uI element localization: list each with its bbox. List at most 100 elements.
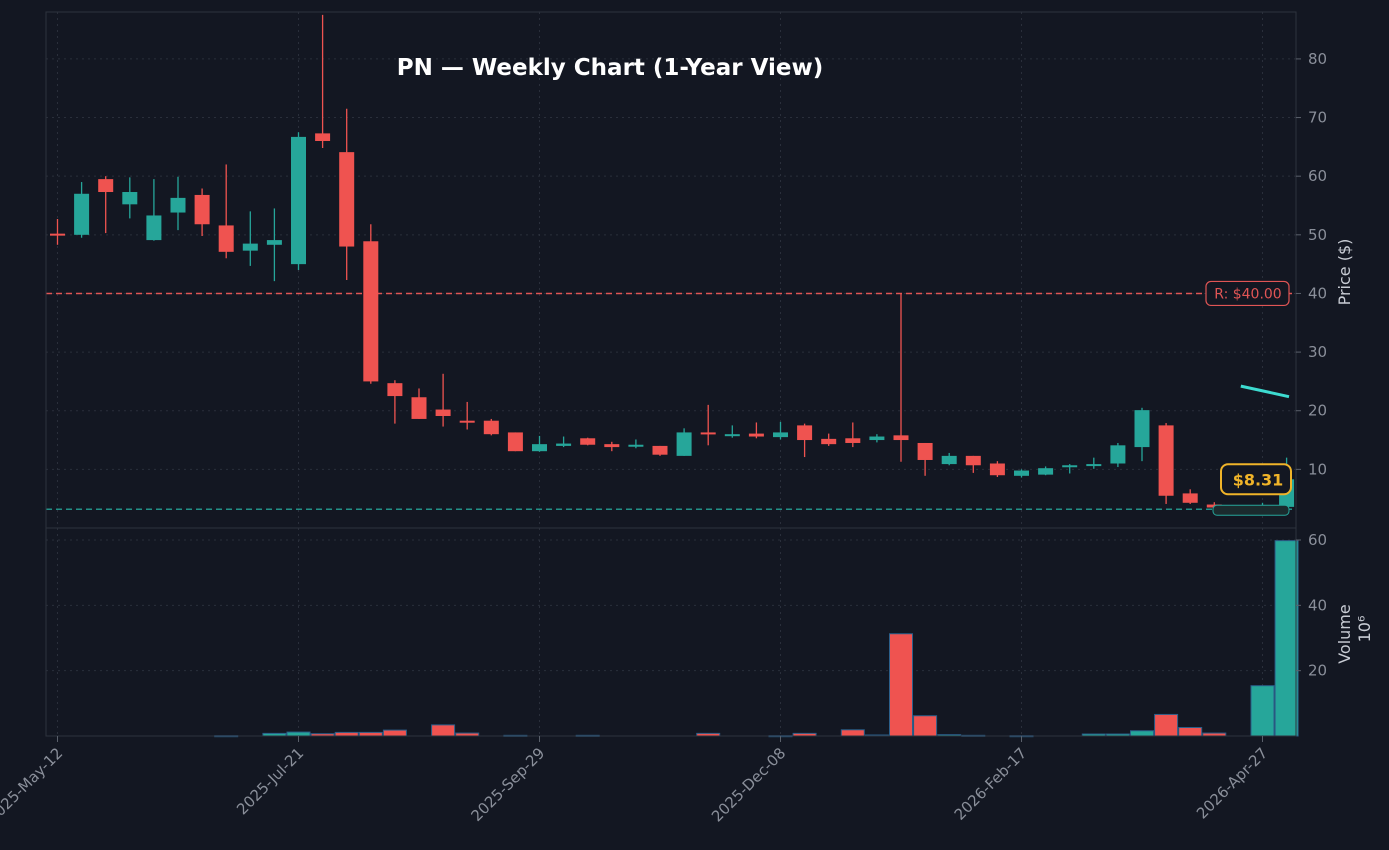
candle (339, 108, 355, 280)
volume-tick-label: 20 (1308, 662, 1327, 680)
candle (122, 177, 138, 219)
volume-panel-frame (45, 527, 1297, 737)
candle (291, 132, 306, 270)
candle (170, 176, 186, 231)
candle (676, 428, 692, 456)
candle-body (459, 420, 475, 423)
candle (604, 441, 620, 452)
volume-bar (286, 731, 311, 737)
candle (459, 401, 475, 430)
candle-body (917, 442, 933, 460)
candle-body (989, 463, 1005, 476)
price-tick-label: 40 (1308, 284, 1327, 302)
candle-body (387, 383, 403, 397)
chart-title: PN — Weekly Chart (1-Year View) (397, 55, 824, 81)
volume-tick-label: 40 (1308, 596, 1327, 614)
candle (1134, 407, 1150, 462)
candle-body (363, 241, 379, 382)
candle-body (724, 434, 740, 437)
candle (628, 439, 644, 449)
candle-body (507, 432, 523, 452)
candle (724, 425, 740, 438)
candle-body (194, 194, 210, 225)
candle (797, 423, 813, 458)
candle (1158, 423, 1174, 504)
volume-bar (382, 729, 407, 737)
price-tick-label: 70 (1308, 109, 1327, 127)
candle-body (652, 445, 668, 455)
candle-body (893, 435, 909, 441)
candle (773, 421, 788, 440)
candle-body (676, 432, 692, 456)
candle-body (941, 455, 957, 465)
candle (869, 434, 885, 443)
price-levels (46, 292, 1296, 510)
volume-bar (1178, 727, 1203, 737)
resistance-label: R: $40.00 (1205, 280, 1290, 307)
volume-bar (358, 731, 383, 737)
resistance-label-text: R: $40.00 (1214, 286, 1281, 302)
volume-bar (1130, 730, 1154, 737)
candle-body (146, 215, 162, 241)
candle-body (315, 133, 331, 141)
candle (74, 182, 90, 238)
volume-bar (840, 729, 865, 737)
volume-grid (46, 528, 1296, 736)
candle (483, 418, 499, 436)
candle (1062, 464, 1078, 474)
candle-body (821, 438, 837, 445)
candle-body (1062, 465, 1078, 468)
chart-overlay: R: $40.00 $8.31 (1205, 280, 1292, 516)
candle-body (845, 438, 861, 443)
candle (411, 388, 427, 419)
candle (821, 433, 837, 446)
candle (242, 211, 258, 266)
volume-axis-unit: 10⁶ (1355, 616, 1374, 643)
last-price-badge: $8.31 (1220, 463, 1292, 496)
candle-body (1134, 410, 1150, 448)
volume-bar (334, 731, 359, 737)
candle (98, 176, 114, 234)
candle-body (1182, 493, 1198, 503)
trend-line (1240, 384, 1290, 399)
candle-body (965, 455, 981, 466)
candle-body (1014, 470, 1029, 476)
price-tick-label: 30 (1308, 343, 1327, 361)
candle (941, 452, 957, 466)
volume-tick-labels: 20 40 60 (1296, 531, 1327, 680)
candle (1110, 442, 1126, 468)
candle-body (1158, 425, 1174, 496)
candle-body (773, 432, 788, 438)
candle (556, 436, 572, 448)
candle-body (700, 432, 716, 435)
candle (315, 14, 331, 149)
volume-tick-label: 60 (1308, 531, 1327, 549)
candle (1182, 489, 1198, 504)
candle-body (242, 243, 258, 251)
volume-bar (431, 724, 456, 737)
panel-frames (45, 11, 1297, 737)
candle-body (797, 425, 813, 441)
candle (194, 188, 210, 236)
candle (266, 208, 282, 282)
support-label-box (1212, 504, 1290, 516)
price-tick-label: 10 (1308, 460, 1327, 478)
last-price-box (1220, 463, 1292, 496)
candle (507, 432, 523, 452)
candle-body (604, 444, 620, 448)
volume-bar (1154, 713, 1179, 737)
price-tick-label: 50 (1308, 226, 1327, 244)
volume-axis-label: Volume (1335, 604, 1354, 664)
price-tick-label: 60 (1308, 167, 1327, 185)
candle (989, 461, 1005, 477)
candles (50, 14, 1295, 509)
candle (50, 218, 65, 245)
candle (1014, 469, 1029, 478)
candle-body (435, 409, 451, 417)
candle-body (50, 233, 65, 236)
candle-body (266, 240, 282, 245)
candle-body (580, 438, 596, 445)
volume-bar (889, 633, 913, 737)
candle-body (748, 433, 764, 437)
